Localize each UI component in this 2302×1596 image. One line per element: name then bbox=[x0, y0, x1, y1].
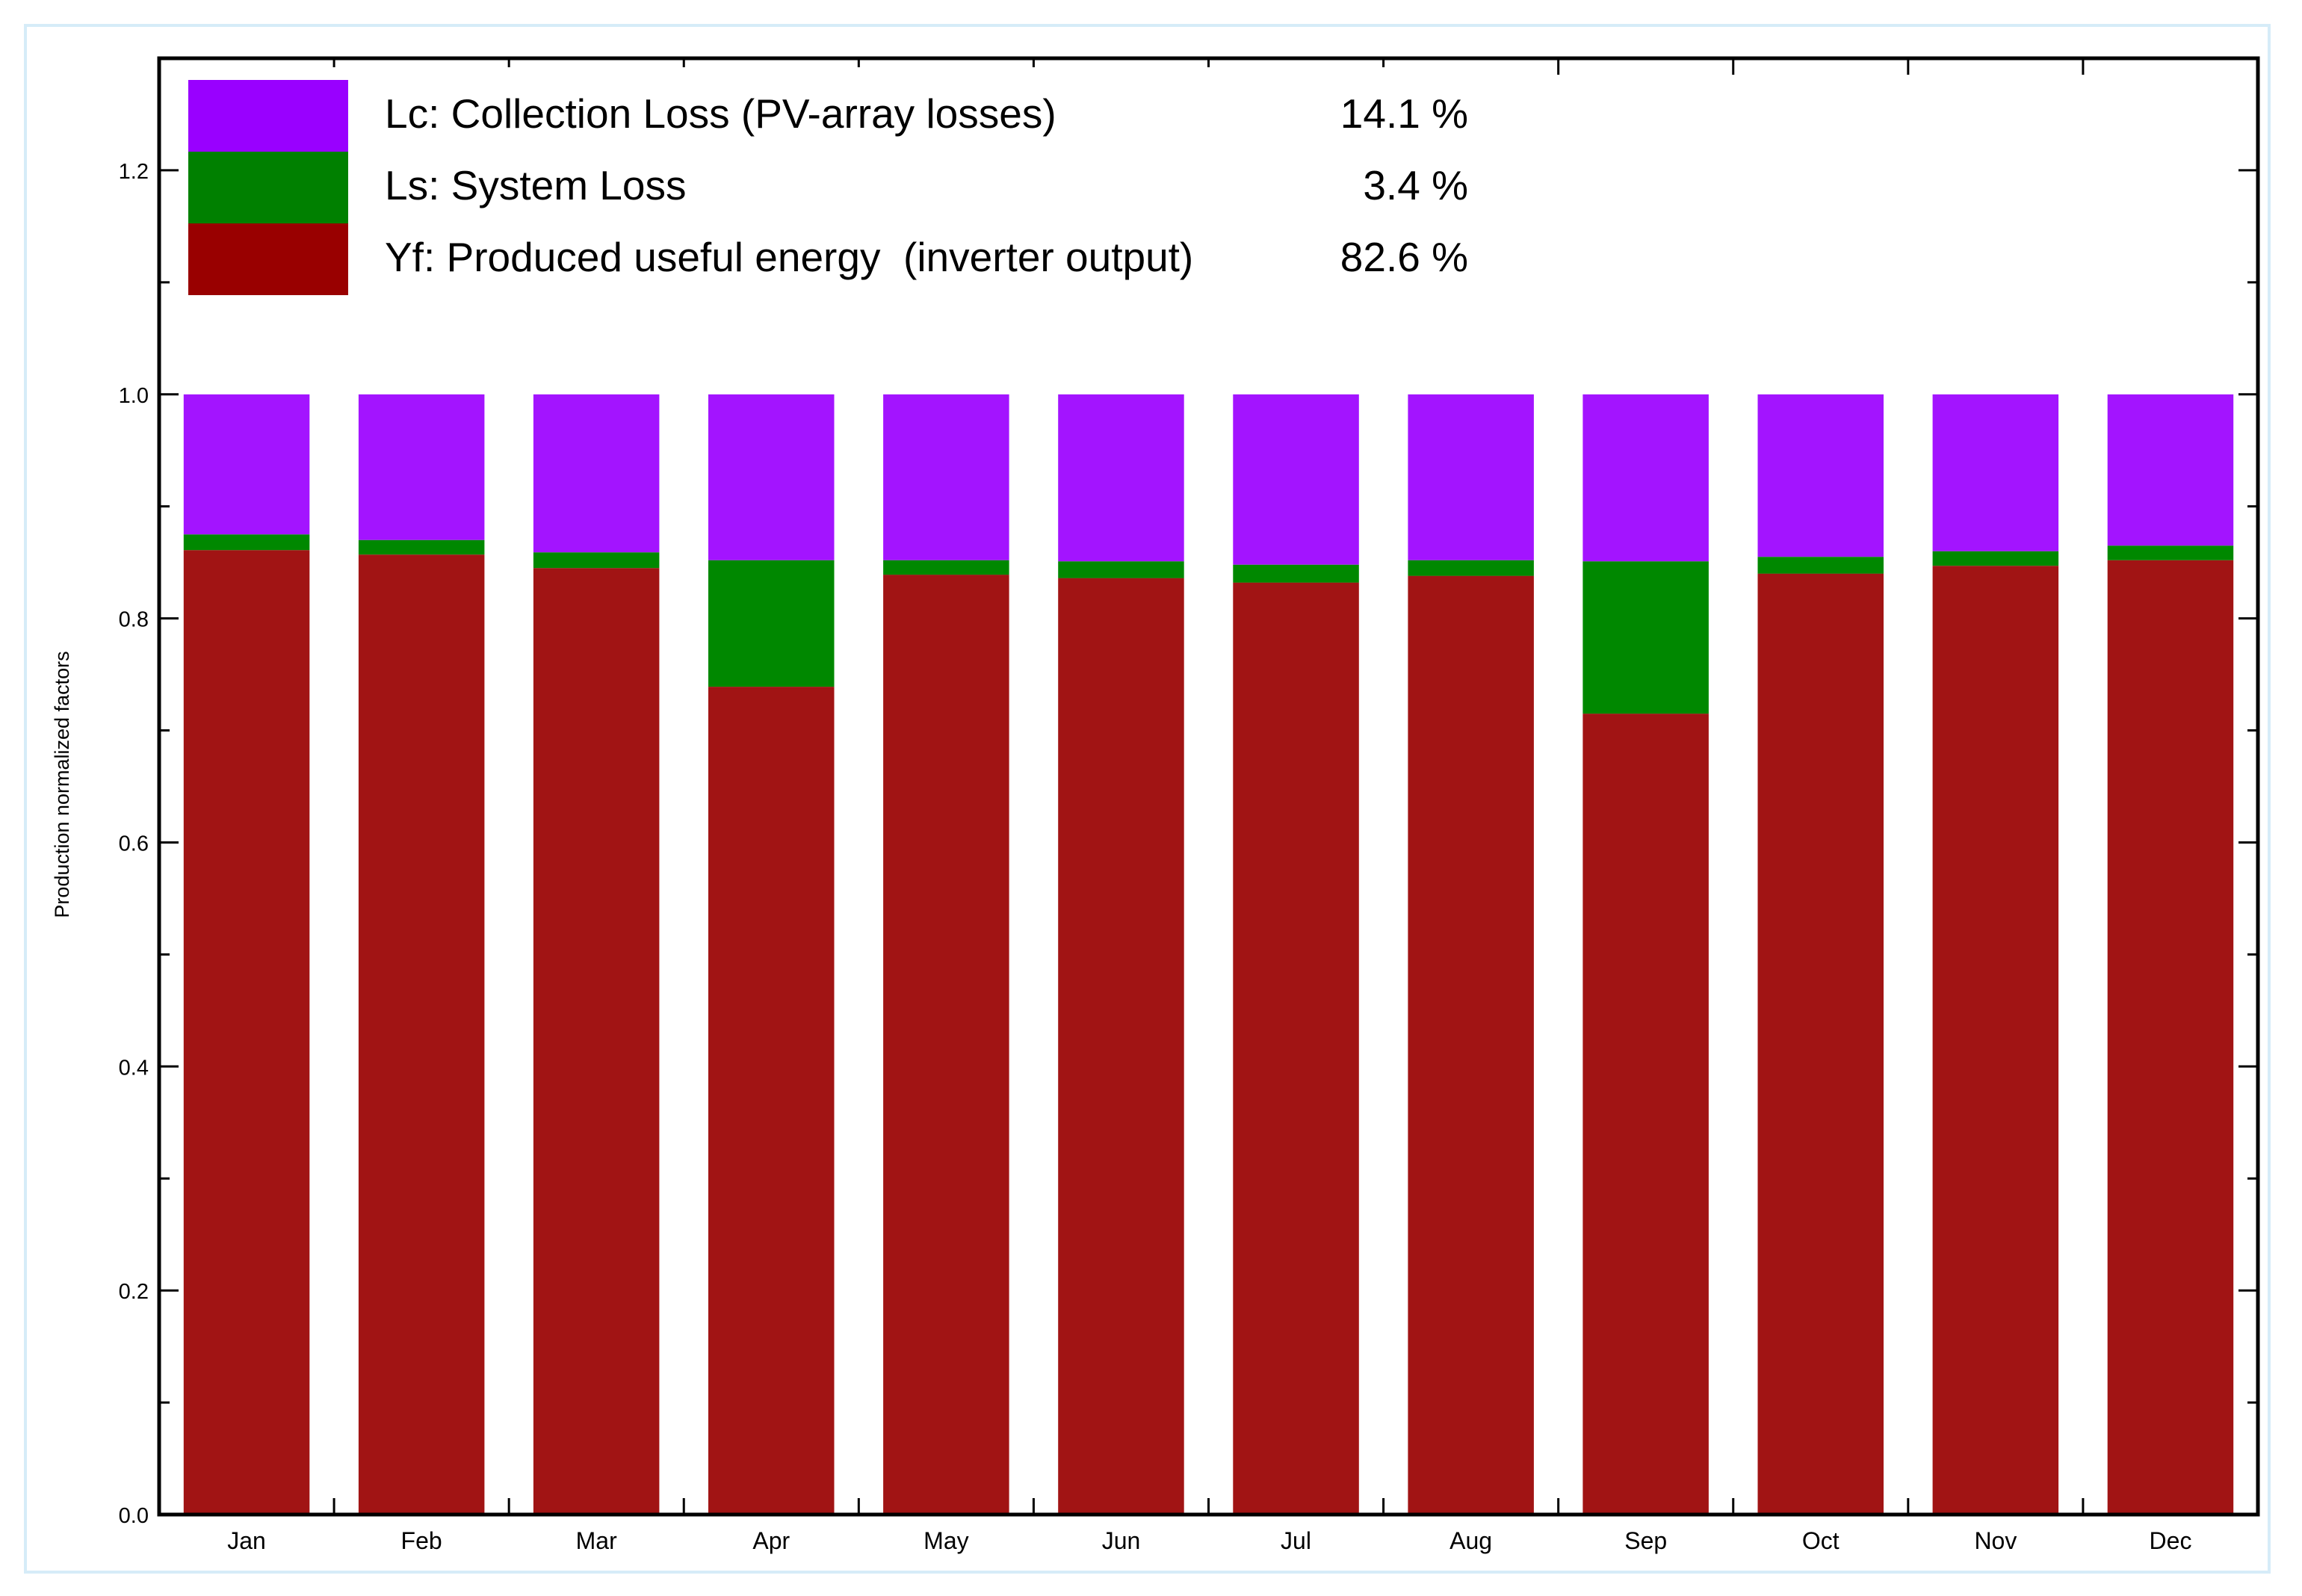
bar-lc-jan bbox=[183, 394, 310, 535]
legend-swatch-yf bbox=[188, 223, 348, 295]
bar-ls-jul bbox=[1233, 564, 1359, 583]
bar-lc-jul bbox=[1233, 394, 1359, 565]
bar-lc-sep bbox=[1582, 394, 1709, 562]
bar-yf-apr bbox=[708, 687, 835, 1515]
bar-yf-aug bbox=[1408, 575, 1534, 1515]
bar-ls-may bbox=[883, 560, 1009, 575]
legend-percent-lc: 14.1 % bbox=[1340, 90, 1468, 137]
bar-lc-feb bbox=[358, 394, 485, 540]
x-tick-label: Dec bbox=[2150, 1527, 2192, 1554]
y-tick-label: 1.2 bbox=[119, 160, 149, 184]
y-tick-label: 0.8 bbox=[119, 608, 149, 632]
bar-ls-nov bbox=[1932, 551, 2059, 566]
legend-percent-yf: 82.6 % bbox=[1340, 234, 1468, 280]
bar-yf-sep bbox=[1582, 714, 1709, 1515]
bar-ls-oct bbox=[1757, 557, 1884, 574]
y-tick-label: 0.2 bbox=[119, 1280, 149, 1304]
bar-lc-apr bbox=[708, 394, 835, 560]
legend: Lc: Collection Loss (PV-array losses) 14.… bbox=[179, 67, 1483, 305]
bar-yf-nov bbox=[1932, 566, 2059, 1515]
y-tick-label: 1.0 bbox=[119, 384, 149, 408]
x-tick-label: May bbox=[923, 1527, 968, 1554]
bar-lc-aug bbox=[1408, 394, 1534, 560]
bars-layer bbox=[183, 394, 2234, 1515]
legend-label-yf: Yf: Produced useful energy (inverter out… bbox=[385, 234, 1193, 280]
x-tick-label: Aug bbox=[1449, 1527, 1492, 1554]
legend-label-ls: Ls: System Loss bbox=[385, 162, 686, 208]
legend-percent-ls: 3.4 % bbox=[1363, 162, 1468, 208]
bar-yf-jan bbox=[183, 550, 310, 1515]
x-tick-label: Jul bbox=[1281, 1527, 1311, 1554]
bar-lc-dec bbox=[2107, 394, 2234, 546]
bar-lc-jun bbox=[1058, 394, 1184, 562]
y-tick-label: 0.6 bbox=[119, 832, 149, 856]
bar-yf-oct bbox=[1757, 573, 1884, 1515]
bar-yf-may bbox=[883, 575, 1009, 1515]
bar-yf-jul bbox=[1233, 582, 1359, 1515]
y-tick-label: 0.4 bbox=[119, 1056, 149, 1080]
x-tick-label: Nov bbox=[1974, 1527, 2017, 1554]
x-tick-label: Apr bbox=[752, 1527, 790, 1554]
axes-layer bbox=[157, 56, 2260, 1517]
bar-yf-feb bbox=[358, 554, 485, 1515]
bar-ls-feb bbox=[358, 539, 485, 555]
bar-yf-jun bbox=[1058, 578, 1184, 1515]
y-axis-label: Production normalized factors bbox=[51, 651, 73, 918]
ticks-layer: Jan Feb Mar Apr May Jun Jul Aug Sep Oct Nov Dec 0.0 0… bbox=[119, 160, 2192, 1554]
legend-swatch-ls bbox=[188, 152, 348, 223]
bar-ls-sep bbox=[1582, 561, 1709, 714]
x-tick-label: Mar bbox=[576, 1527, 617, 1554]
bar-lc-nov bbox=[1932, 394, 2059, 551]
bar-lc-may bbox=[883, 394, 1009, 560]
x-tick-label: Jan bbox=[227, 1527, 266, 1554]
y-tick-label: 0.0 bbox=[119, 1504, 149, 1528]
x-tick-label: Jun bbox=[1102, 1527, 1141, 1554]
bar-lc-mar bbox=[533, 394, 660, 553]
bar-yf-mar bbox=[533, 568, 660, 1515]
x-tick-label: Feb bbox=[401, 1527, 442, 1554]
legend-background bbox=[179, 67, 1483, 305]
bar-ls-jun bbox=[1058, 561, 1184, 578]
x-tick-label: Oct bbox=[1802, 1527, 1840, 1554]
bar-lc-oct bbox=[1757, 394, 1884, 557]
legend-swatch-lc bbox=[188, 80, 348, 152]
bar-ls-mar bbox=[533, 552, 660, 569]
bar-ls-jan bbox=[183, 534, 310, 551]
bar-yf-dec bbox=[2107, 560, 2234, 1515]
legend-label-lc: Lc: Collection Loss (PV-array losses) bbox=[385, 90, 1056, 137]
x-tick-label: Sep bbox=[1624, 1527, 1667, 1554]
bar-ls-dec bbox=[2107, 545, 2234, 560]
bar-ls-aug bbox=[1408, 560, 1534, 576]
bar-ls-apr bbox=[708, 560, 835, 687]
